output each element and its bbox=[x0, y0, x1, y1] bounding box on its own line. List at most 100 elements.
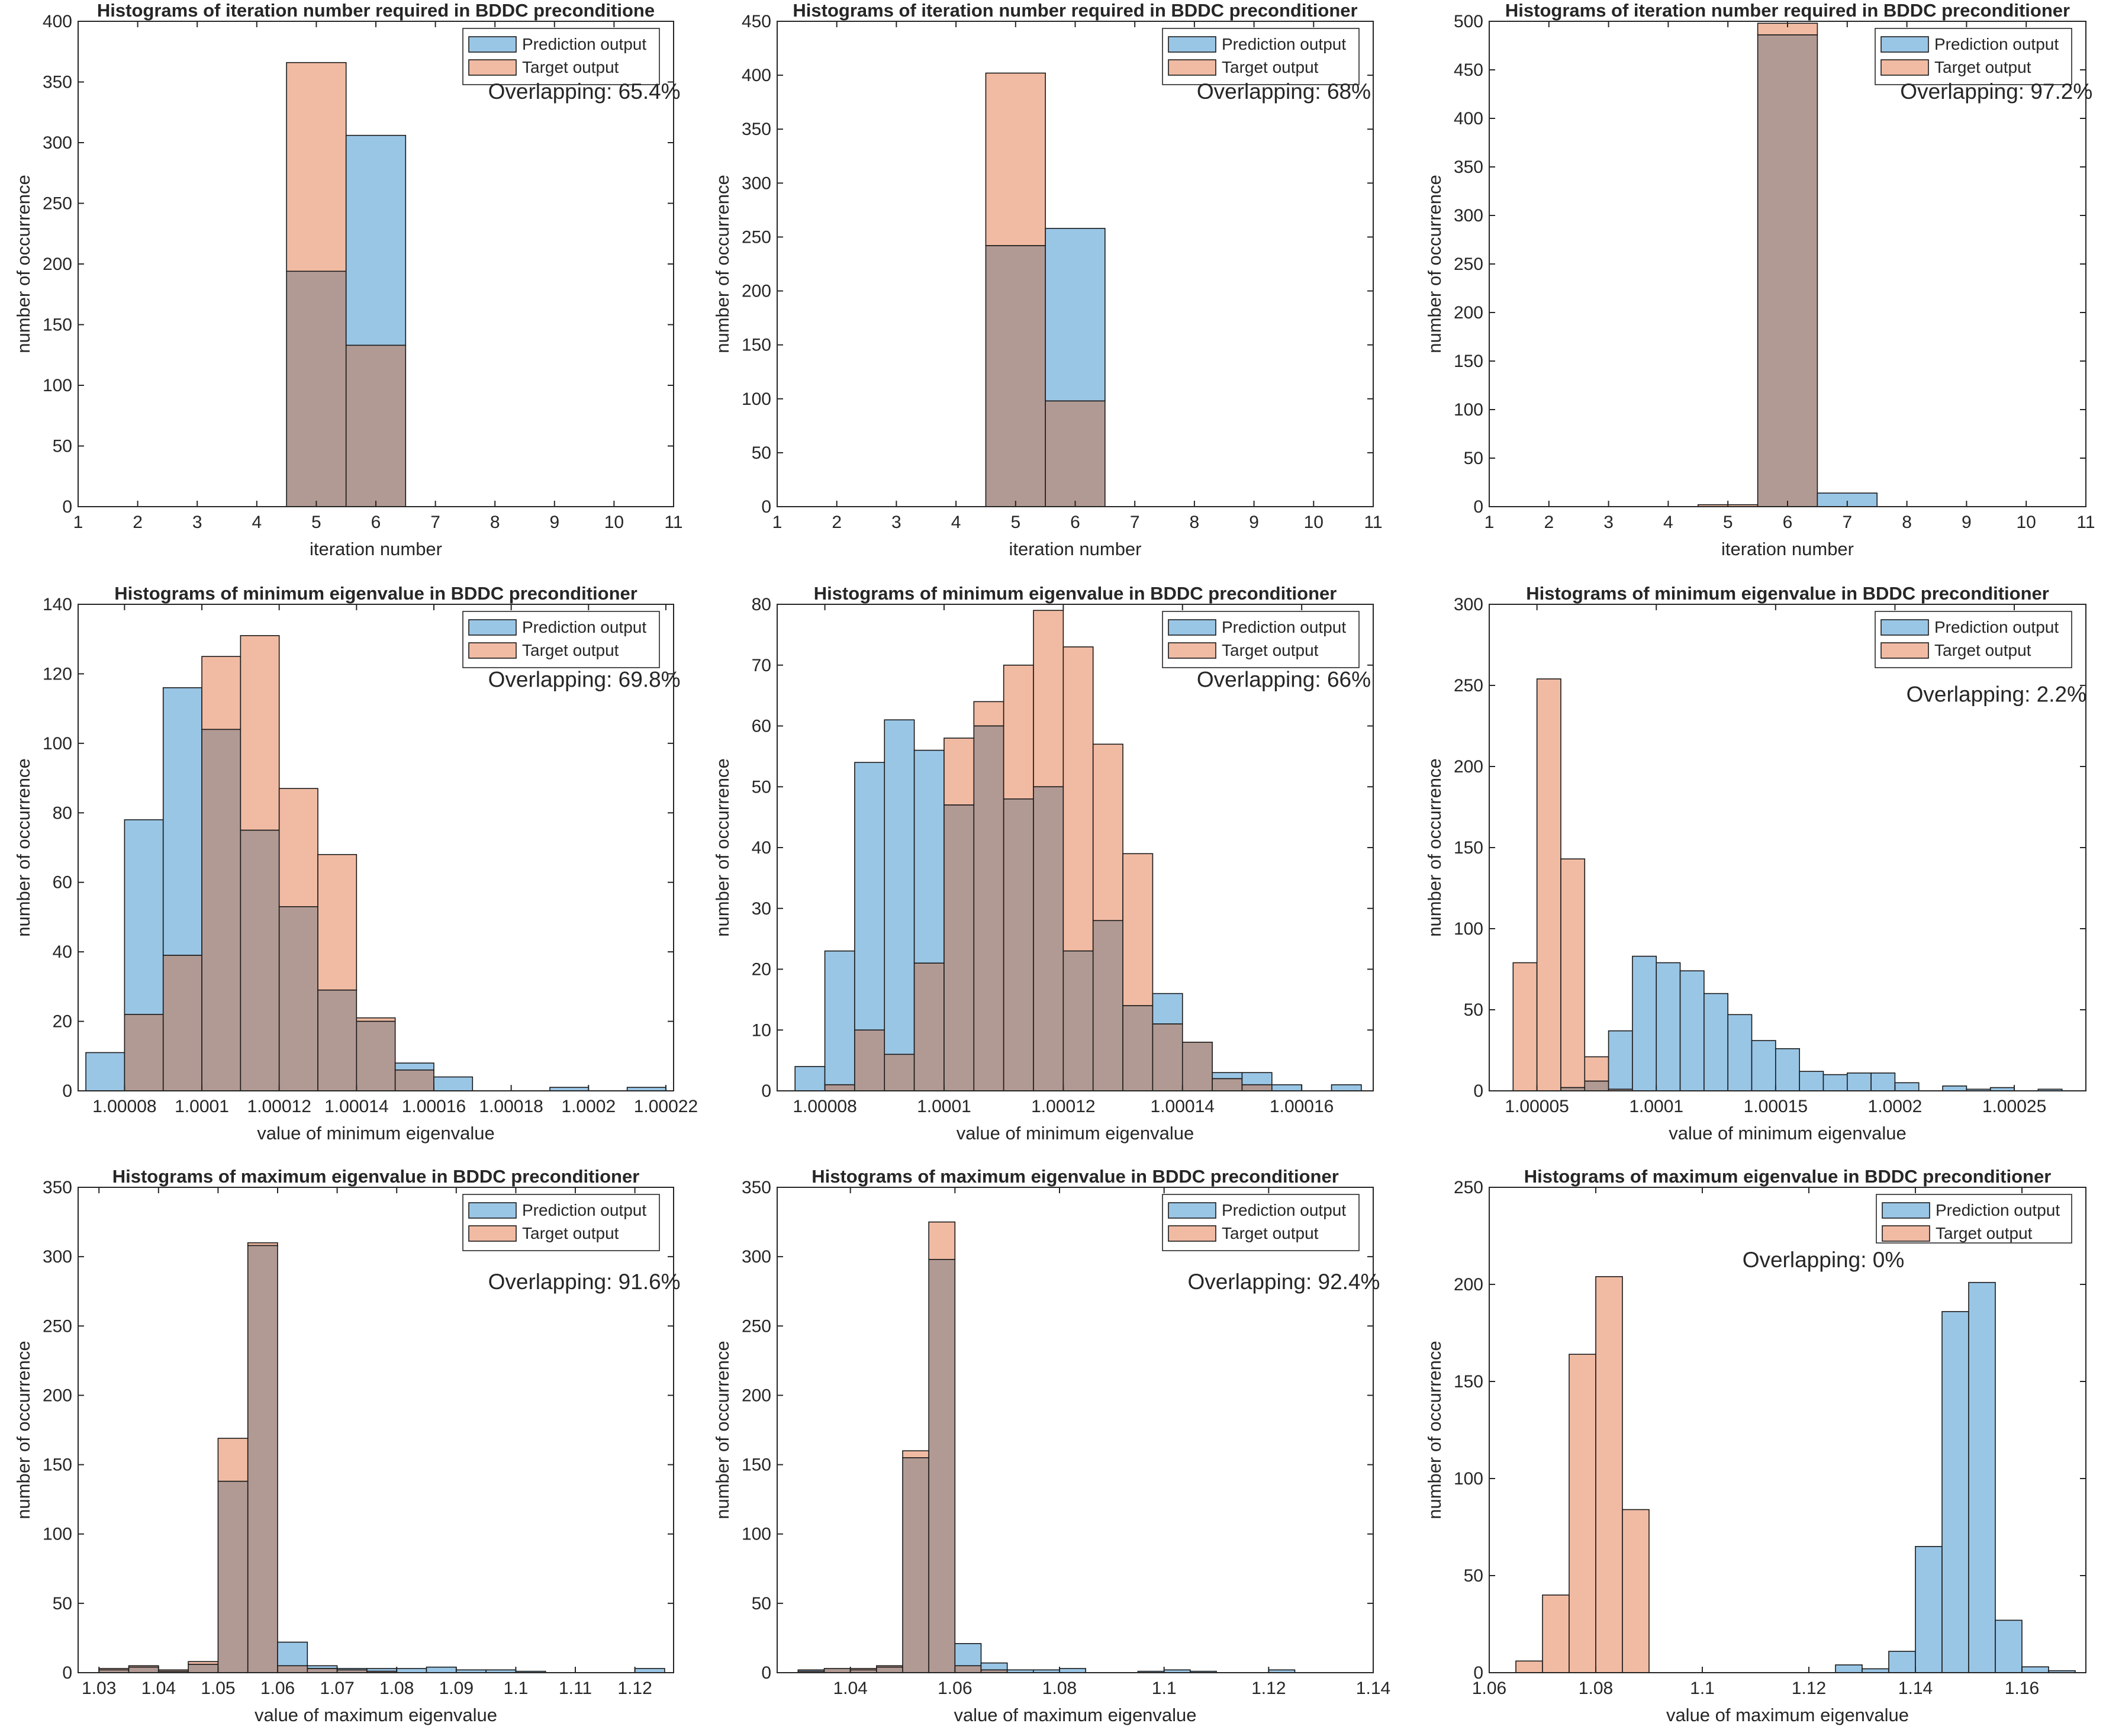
y-tick-label: 40 bbox=[752, 838, 771, 858]
prediction-bar bbox=[1888, 1651, 1916, 1673]
overlap-bar bbox=[278, 906, 318, 1091]
overlap-bar bbox=[902, 1457, 929, 1673]
overlap-bar bbox=[913, 962, 945, 1091]
overlap-bar bbox=[217, 1480, 249, 1673]
x-tick-label: 3 bbox=[891, 513, 901, 532]
legend: Prediction output Target output bbox=[1876, 1194, 2072, 1244]
x-tick-label: 1.14 bbox=[1898, 1679, 1933, 1698]
axes-box bbox=[78, 1187, 674, 1673]
legend-label-target: Target output bbox=[522, 58, 619, 76]
x-tick-label: 2 bbox=[832, 513, 842, 532]
plot-area bbox=[777, 1187, 1373, 1673]
subplot-4: 1.00008 1.0001 1.00012 1.00014 1.00016 1.0001… bbox=[13, 583, 698, 1144]
legend: Prediction output Target output bbox=[1162, 28, 1360, 85]
x-tick-label: 1.06 bbox=[260, 1679, 295, 1698]
x-tick-label: 1.00005 bbox=[1505, 1097, 1569, 1116]
prediction-bar bbox=[824, 950, 855, 1086]
chart-title: Histograms of maximum eigenvalue in BDDC… bbox=[112, 1166, 640, 1187]
legend-swatch-target bbox=[1882, 1225, 1930, 1242]
x-tick-label: 1.0002 bbox=[1868, 1097, 1923, 1116]
legend-label-prediction: Prediction output bbox=[1222, 618, 1346, 636]
legend-label-target: Target output bbox=[1222, 58, 1319, 76]
prediction-bar bbox=[980, 1662, 1008, 1671]
y-tick-label: 250 bbox=[43, 194, 72, 214]
prediction-bar bbox=[884, 719, 915, 1055]
overlap-bar bbox=[1212, 1078, 1243, 1091]
x-tick-label: 1.0001 bbox=[1629, 1097, 1683, 1116]
x-tick-label: 8 bbox=[1190, 513, 1200, 532]
overlap-annotation: Overlapping: 0% bbox=[1743, 1248, 1905, 1272]
y-tick-label: 20 bbox=[53, 1012, 72, 1032]
legend-label-target: Target output bbox=[1222, 641, 1319, 659]
axes-box bbox=[1489, 1187, 2086, 1673]
y-tick-label: 100 bbox=[43, 1525, 72, 1544]
prediction-bar bbox=[1608, 1030, 1633, 1090]
prediction-bar bbox=[1727, 1014, 1753, 1091]
legend-swatch-target bbox=[1168, 1225, 1216, 1242]
overlap-bar bbox=[394, 1069, 434, 1091]
x-tick-label: 1.08 bbox=[1042, 1679, 1077, 1698]
x-axis-label: value of minimum eigenvalue bbox=[257, 1123, 495, 1144]
y-tick-label: 350 bbox=[1454, 157, 1483, 177]
prediction-bar bbox=[954, 1643, 982, 1667]
y-axis-label: number of occurrence bbox=[712, 175, 733, 353]
target-bar bbox=[928, 1221, 956, 1260]
y-tick-label: 50 bbox=[1464, 1566, 1483, 1586]
overlap-bar bbox=[317, 989, 358, 1091]
x-tick-label: 11 bbox=[664, 513, 682, 532]
y-axis-label: number of occurrence bbox=[13, 758, 34, 937]
x-tick-label: 1.00025 bbox=[1982, 1097, 2046, 1116]
overlap-bar bbox=[1584, 1080, 1609, 1091]
overlap-bar bbox=[201, 729, 241, 1091]
overlap-bar bbox=[247, 1245, 278, 1673]
x-axis-label: value of minimum eigenvalue bbox=[1669, 1123, 1907, 1144]
legend-label-target: Target output bbox=[1934, 58, 2031, 76]
bars bbox=[286, 62, 407, 507]
y-tick-label: 0 bbox=[761, 1663, 771, 1683]
y-tick-label: 200 bbox=[43, 1386, 72, 1405]
y-tick-label: 250 bbox=[742, 1316, 771, 1336]
y-tick-label: 50 bbox=[752, 777, 771, 797]
legend-swatch-target bbox=[1168, 59, 1216, 76]
legend-swatch-prediction bbox=[468, 1202, 517, 1219]
legend: Prediction output Target output bbox=[1875, 28, 2072, 85]
prediction-bar bbox=[1059, 1668, 1086, 1673]
y-tick-label: 120 bbox=[43, 664, 72, 684]
y-tick-label: 0 bbox=[1473, 1081, 1483, 1101]
bars bbox=[797, 1221, 1296, 1673]
y-tick-label: 250 bbox=[43, 1316, 72, 1336]
bars bbox=[1512, 678, 2063, 1091]
prediction-bar bbox=[1751, 1040, 1776, 1091]
x-tick-label: 1.08 bbox=[1579, 1679, 1613, 1698]
target-bar bbox=[1512, 962, 1538, 1091]
target-bar bbox=[1003, 664, 1034, 800]
prediction-bar bbox=[1212, 1072, 1243, 1080]
x-axis-label: value of minimum eigenvalue bbox=[957, 1123, 1194, 1144]
prediction-bar bbox=[913, 749, 945, 964]
prediction-bar bbox=[1679, 970, 1705, 1091]
target-bar bbox=[286, 62, 347, 272]
y-axis-label: number of occurrence bbox=[1424, 758, 1445, 937]
chart-title: Histograms of iteration number required … bbox=[1505, 0, 2070, 21]
legend: Prediction output Target output bbox=[462, 611, 660, 668]
y-tick-label: 150 bbox=[1454, 1372, 1483, 1392]
y-tick-label: 50 bbox=[752, 443, 771, 463]
overlap-bar bbox=[128, 1666, 159, 1673]
legend-label-target: Target output bbox=[522, 1224, 619, 1242]
legend-label-prediction: Prediction output bbox=[1934, 618, 2059, 636]
y-tick-label: 350 bbox=[43, 1178, 72, 1197]
prediction-bar bbox=[1847, 1072, 1872, 1091]
overlap-bar bbox=[1122, 1005, 1154, 1091]
legend: Prediction output Target output bbox=[1162, 611, 1360, 668]
x-tick-label: 1.00014 bbox=[1151, 1097, 1215, 1116]
y-tick-label: 400 bbox=[742, 66, 771, 85]
prediction-bar bbox=[1968, 1281, 1996, 1673]
y-tick-label: 250 bbox=[1454, 676, 1483, 695]
x-tick-label: 7 bbox=[1842, 513, 1852, 532]
target-bar bbox=[1595, 1276, 1623, 1673]
y-tick-label: 0 bbox=[62, 1081, 72, 1101]
y-tick-label: 100 bbox=[742, 389, 771, 409]
x-axis-label: value of maximum eigenvalue bbox=[1666, 1705, 1909, 1725]
x-tick-label: 4 bbox=[252, 513, 262, 532]
y-tick-label: 250 bbox=[1454, 1178, 1483, 1197]
